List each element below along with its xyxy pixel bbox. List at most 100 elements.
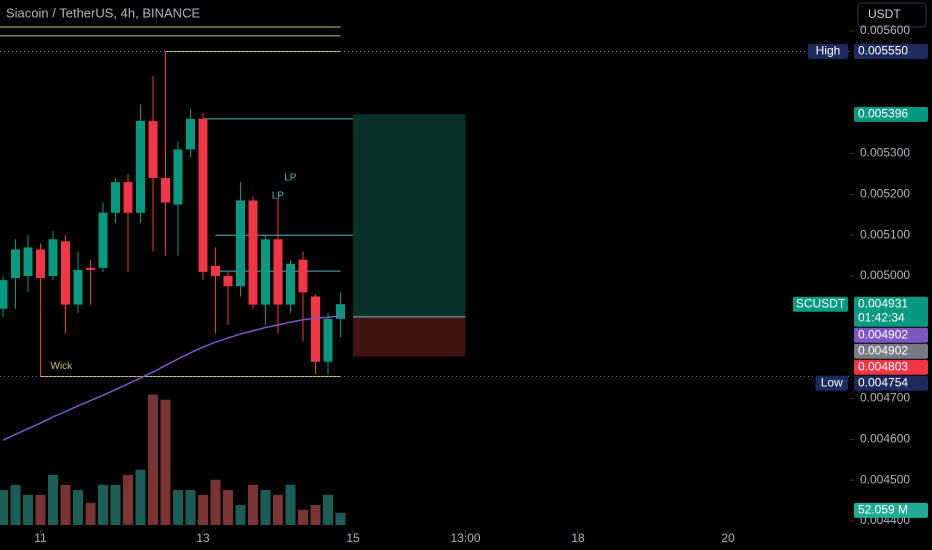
- price-tag-label: 0.004902: [858, 343, 908, 357]
- volume-bar: [73, 490, 83, 525]
- price-tag: [854, 359, 928, 375]
- y-tick-label: 0.005000: [860, 268, 910, 282]
- volume-bar: [148, 394, 158, 525]
- y-tick-label: 0.004600: [860, 432, 910, 446]
- candle-body: [36, 249, 45, 279]
- volume-bar: [173, 490, 183, 525]
- price-tag: [854, 375, 928, 391]
- candle-body: [98, 212, 108, 268]
- x-tick-label: 15: [346, 531, 360, 545]
- candle-body: [111, 182, 120, 213]
- price-tag-label: 0.004754: [858, 375, 908, 389]
- countdown: 01:42:34: [858, 310, 905, 324]
- price-tag-label: 0.004902: [858, 327, 908, 341]
- name-tag-label: Low: [821, 375, 843, 389]
- volume-bar: [123, 474, 133, 525]
- moving-average: [2, 315, 341, 441]
- profit-zone: [353, 114, 466, 317]
- name-tag-label: SCUSDT: [796, 296, 846, 310]
- volume-bar: [248, 484, 258, 525]
- volume-bar: [85, 502, 96, 525]
- price-tag-label: 0.005550: [858, 44, 908, 58]
- chart-title: Siacoin / TetherUS, 4h, BINANCE: [6, 5, 200, 20]
- volume-bar: [98, 484, 108, 525]
- candle-body: [148, 120, 158, 179]
- candle-body: [311, 296, 320, 362]
- volume-bar: [35, 494, 46, 525]
- volume-bar: [160, 399, 171, 525]
- volume-bar: [298, 509, 308, 525]
- candle-body: [261, 239, 270, 305]
- candle-body: [61, 241, 70, 305]
- x-tick-label: 13: [196, 531, 210, 545]
- y-tick-label: 0.005100: [860, 227, 910, 241]
- currency-button[interactable]: [857, 2, 927, 28]
- annotation: LP: [284, 173, 297, 184]
- volume-bar: [235, 504, 246, 525]
- annotation: LP: [272, 191, 285, 202]
- name-tag: [793, 296, 848, 312]
- candle-body: [86, 267, 95, 270]
- candle-body: [186, 118, 195, 150]
- price-tag-label: 0.005396: [858, 107, 908, 121]
- volume-bar: [48, 474, 58, 525]
- annotation: Wick: [51, 361, 74, 372]
- volume-bar: [135, 469, 146, 525]
- loss-zone: [353, 316, 466, 357]
- y-tick-label: 0.005200: [860, 187, 910, 201]
- volume-bar: [0, 490, 8, 525]
- volume-bar: [185, 490, 196, 525]
- x-tick-label: 20: [721, 531, 735, 545]
- price-tag-label: 0.004803: [858, 359, 908, 373]
- volume-tag: [854, 502, 928, 518]
- x-tick-label: 11: [34, 531, 47, 545]
- volume-bar: [223, 490, 233, 525]
- volume-bar: [323, 494, 333, 525]
- price-tag: [854, 327, 928, 343]
- price-tag: [854, 343, 928, 359]
- candle-body: [23, 247, 33, 277]
- candle-body: [223, 276, 233, 287]
- volume-bar: [60, 484, 71, 525]
- volume-bar: [23, 494, 33, 525]
- candle-body: [161, 178, 170, 203]
- candle-body: [248, 200, 258, 305]
- volume-bar: [335, 512, 346, 525]
- price-tag-label: 0.004931: [858, 296, 908, 310]
- volume-bar: [273, 494, 283, 525]
- volume-bar: [210, 479, 221, 525]
- x-tick-label: 13:00: [450, 531, 480, 545]
- volume-bar: [285, 484, 296, 525]
- y-tick-label: 0.004500: [860, 472, 910, 486]
- candle-body: [136, 120, 145, 213]
- volume-bar: [310, 504, 321, 525]
- y-tick-label: 0.005300: [860, 146, 910, 160]
- candle-body: [336, 304, 345, 319]
- volume-bar: [10, 484, 21, 525]
- volume-bar: [110, 484, 121, 525]
- candle-body: [173, 149, 183, 205]
- candle-body: [123, 182, 133, 213]
- candle-body: [323, 318, 333, 362]
- candle-body: [286, 263, 295, 305]
- candle-body: [11, 249, 20, 279]
- candle-body: [48, 239, 58, 277]
- name-tag: [808, 43, 848, 59]
- x-tick-label: 18: [571, 531, 585, 545]
- candle-body: [298, 259, 308, 293]
- y-tick-label: 0.005600: [860, 23, 910, 37]
- candle-body: [273, 239, 283, 305]
- currency-label[interactable]: USDT: [868, 7, 901, 21]
- candle-body: [73, 269, 83, 305]
- price-tag: [854, 106, 928, 122]
- candle-body: [0, 280, 8, 309]
- candle-body: [236, 200, 245, 287]
- volume-bar: [198, 494, 208, 525]
- name-tag: [815, 375, 848, 391]
- y-tick-label: 0.004700: [860, 391, 910, 405]
- name-tag-label: High: [816, 44, 841, 58]
- price-tag: [854, 296, 928, 327]
- candle-body: [211, 265, 220, 277]
